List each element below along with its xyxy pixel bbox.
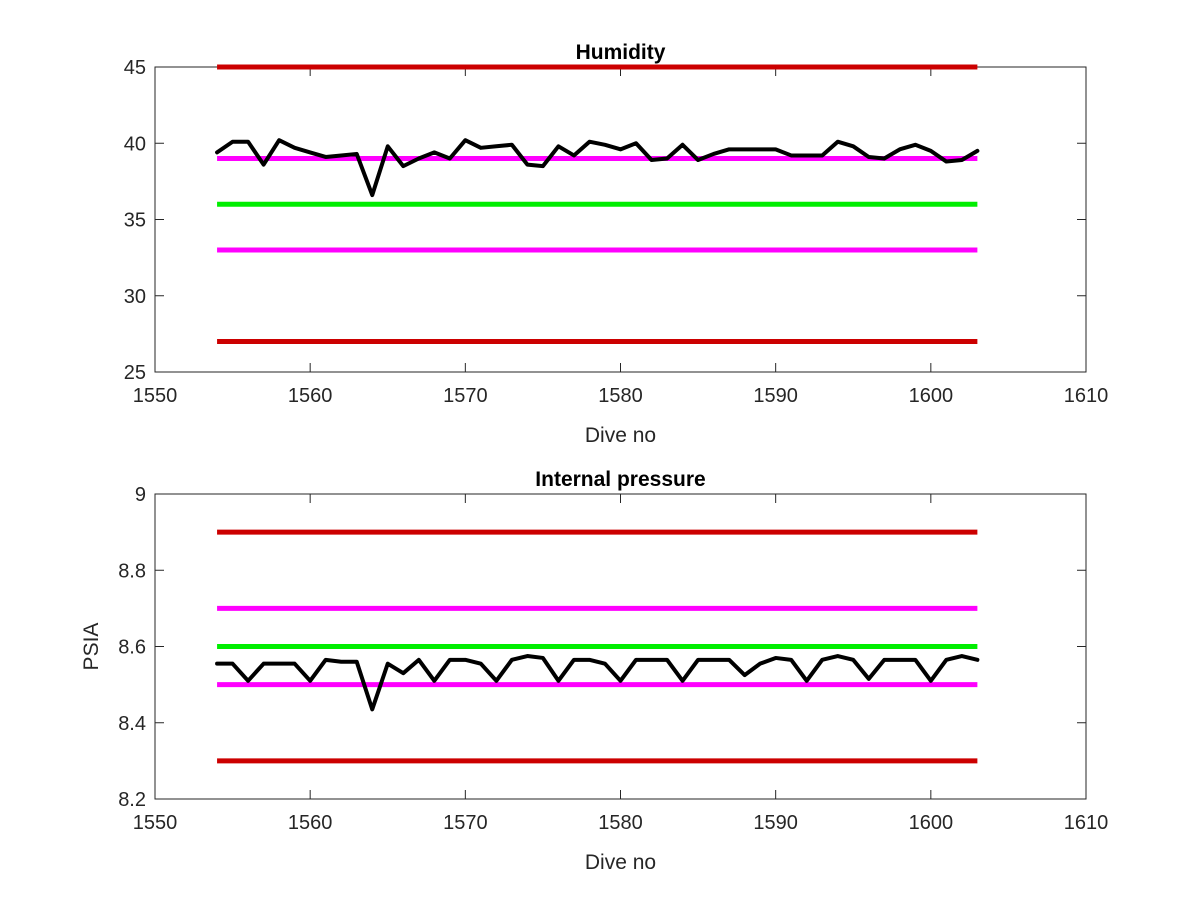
x-tick-label: 1600 xyxy=(909,385,954,407)
y-tick-label: 45 xyxy=(124,57,146,79)
x-tick-label: 1600 xyxy=(909,812,954,834)
y-tick-label: 8.4 xyxy=(118,713,146,735)
y-tick-label: 25 xyxy=(124,362,146,384)
x-tick-label: 1580 xyxy=(598,812,643,834)
axes-box xyxy=(154,66,1087,373)
y-tick-label: 8.8 xyxy=(118,560,146,582)
y-tick-label: 30 xyxy=(124,286,146,308)
internal-pressure-chart: 1550 1560 1570 1580 1590 1600 1610 8.2 8.4 8.6 8.8… xyxy=(80,468,1108,874)
x-axis-label: Dive no xyxy=(585,851,656,874)
x-axis-label: Dive no xyxy=(585,424,656,447)
y-tick-label: 8.2 xyxy=(118,789,146,811)
y-tick-label: 8.6 xyxy=(118,637,146,659)
y-axis-label: PSIA xyxy=(80,623,103,671)
x-tick-label: 1590 xyxy=(753,385,798,407)
y-tick-label: 35 xyxy=(124,210,146,232)
data-series-line xyxy=(215,654,980,712)
x-tick-label: 1580 xyxy=(598,385,643,407)
x-tick-label: 1550 xyxy=(133,812,178,834)
x-tick-label: 1590 xyxy=(753,812,798,834)
y-tick-label: 40 xyxy=(124,133,146,155)
x-tick-label: 1610 xyxy=(1064,385,1109,407)
x-tick-label: 1560 xyxy=(288,385,333,407)
humidity-chart: 1550 1560 1570 1580 1590 1600 1610 25 30 35 40 45 Hu… xyxy=(124,41,1109,447)
chart-title: Internal pressure xyxy=(535,468,705,491)
chart-title: Humidity xyxy=(576,41,666,64)
x-tick-label: 1550 xyxy=(133,385,178,407)
x-tick-label: 1560 xyxy=(288,812,333,834)
y-tick-label: 9 xyxy=(135,484,146,506)
data-series-line xyxy=(215,138,980,198)
x-tick-label: 1610 xyxy=(1064,812,1109,834)
x-tick-label: 1570 xyxy=(443,385,488,407)
x-tick-label: 1570 xyxy=(443,812,488,834)
